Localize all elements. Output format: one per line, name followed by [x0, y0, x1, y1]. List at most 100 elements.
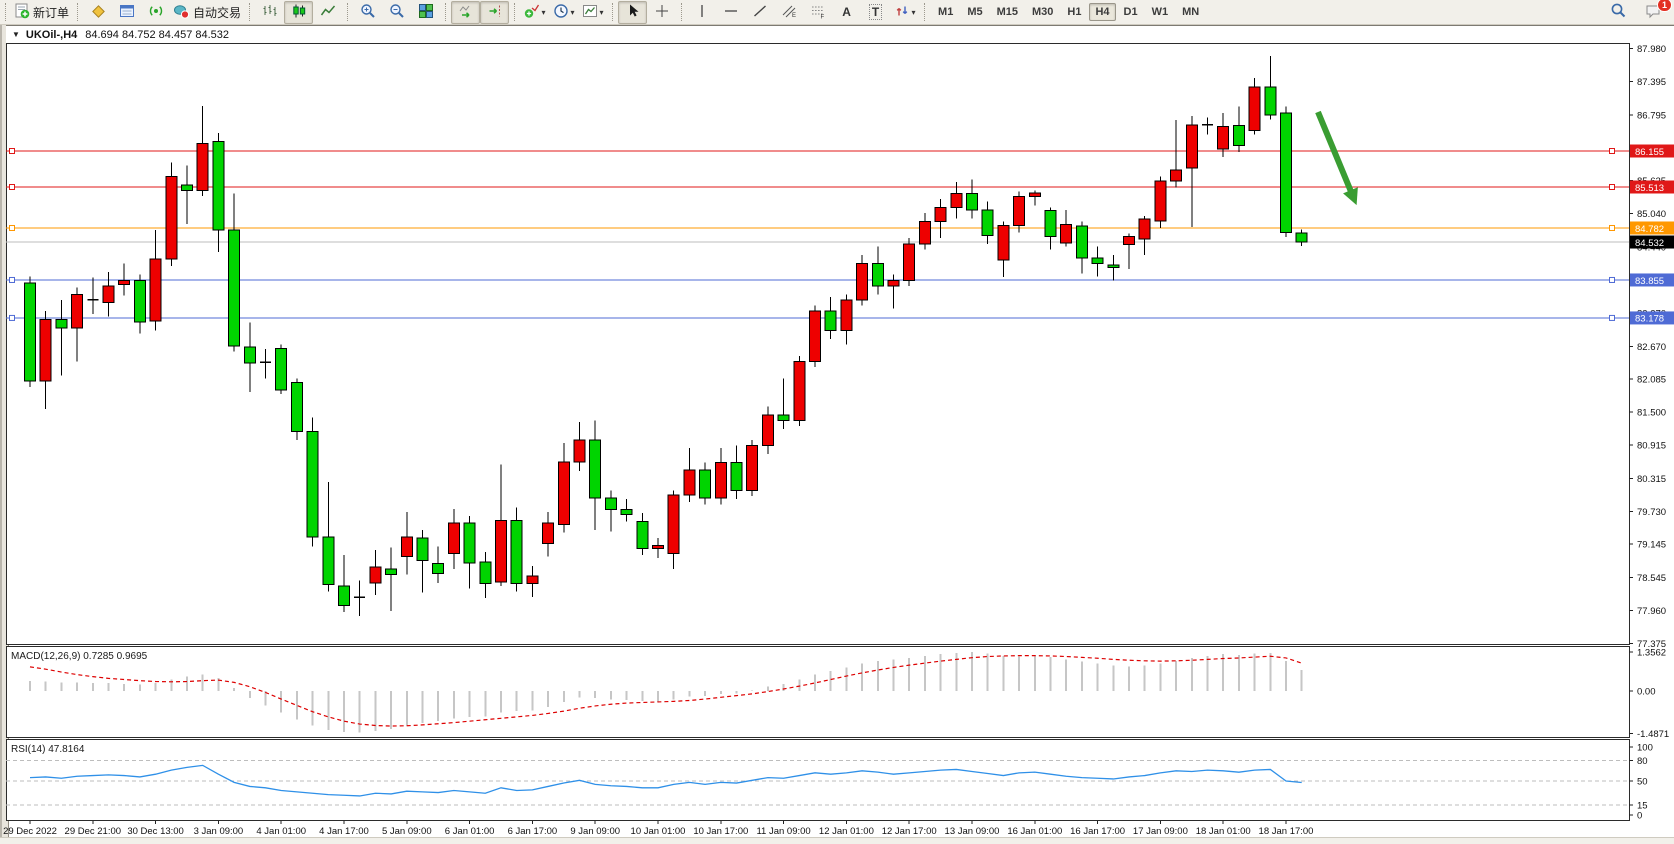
line-handle[interactable] [1609, 276, 1615, 283]
candle [824, 297, 837, 340]
price-tick-label: 77.960 [1637, 606, 1666, 617]
price-label-text: 83.855 [1635, 276, 1664, 287]
price-tick-label: 85.040 [1637, 209, 1666, 220]
rsi-panel[interactable] [6, 739, 1630, 821]
candle-body [1264, 86, 1277, 116]
price-tick-label: 78.545 [1637, 573, 1666, 584]
arrow-head-icon [1343, 187, 1358, 206]
candle-body [636, 520, 649, 549]
candle [699, 462, 712, 505]
signal-button[interactable] [141, 1, 170, 24]
candle [1217, 113, 1230, 157]
timeframe-button-W1[interactable]: W1 [1151, 6, 1169, 18]
candle [322, 482, 335, 592]
candle-body [181, 184, 193, 192]
candle-body [1280, 112, 1292, 234]
toolbar-separator [924, 3, 926, 21]
zoom-in-button[interactable] [353, 1, 382, 24]
time-tick-label: 30 Dec 13:00 [127, 826, 184, 837]
timeframe-button-D1[interactable]: D1 [1123, 6, 1138, 18]
channel-button[interactable]: E [774, 1, 803, 24]
candle-body [1107, 264, 1120, 268]
candle-body [432, 562, 445, 575]
candle [181, 165, 193, 225]
crosshair-button[interactable] [647, 1, 676, 24]
text-tool-button[interactable]: A [832, 1, 861, 24]
price-tick-label: 77.375 [1637, 639, 1666, 650]
time-tick-label: 29 Dec 21:00 [65, 826, 122, 837]
line-handle[interactable] [1609, 184, 1615, 191]
line-handle[interactable] [9, 184, 15, 191]
line-handle[interactable] [1609, 148, 1615, 154]
candle-body [71, 293, 84, 329]
candle [385, 547, 398, 612]
timeframe-button-MN[interactable]: MN [1182, 6, 1200, 18]
tile-windows-button[interactable] [411, 1, 440, 24]
vertical-line-button[interactable] [687, 1, 716, 24]
line-handle[interactable] [1609, 224, 1615, 231]
autotrading-button[interactable]: 自动交易 [170, 1, 244, 24]
bar-chart-button[interactable] [255, 1, 284, 24]
candle [542, 511, 555, 557]
templates-button[interactable]: ▾ [578, 1, 607, 24]
line-handle[interactable] [9, 314, 15, 321]
fibonacci-button[interactable]: F [803, 1, 832, 24]
toolbar-separator [77, 3, 79, 21]
rsi-label: RSI(14) 47.8164 [11, 744, 85, 755]
auto-scroll-button[interactable] [451, 0, 481, 24]
toolbar-right-group: 1 [1604, 0, 1672, 24]
timeframe-button-M15[interactable]: M15 [996, 6, 1018, 18]
candle-body [589, 439, 602, 499]
macd-panel[interactable] [6, 646, 1630, 738]
line-handle[interactable] [9, 276, 15, 283]
candle [1060, 210, 1073, 247]
market-watch-button[interactable] [83, 1, 112, 24]
candle [1013, 191, 1026, 233]
shapes-button[interactable]: ▾ [890, 1, 919, 24]
line-chart-button[interactable] [313, 1, 342, 24]
chart-shift-button[interactable] [480, 0, 510, 24]
toolbar-separator [612, 3, 614, 21]
new-order-button[interactable]: 新订单 [11, 1, 72, 24]
rsi-scale-label: 50 [1637, 777, 1648, 788]
time-tick-label: 3 Jan 09:00 [194, 826, 244, 837]
timeframe-button-M5[interactable]: M5 [967, 6, 983, 18]
candle [777, 378, 790, 429]
candle [981, 201, 994, 244]
data-window-button[interactable] [112, 1, 141, 24]
timeframe-button-H4[interactable]: H4 [1089, 3, 1116, 21]
periods-button[interactable]: ▾ [549, 1, 578, 24]
candle-body [1248, 86, 1261, 132]
line-handle[interactable] [9, 224, 15, 231]
line-handle[interactable] [9, 148, 15, 154]
chevron-down-icon: ▾ [570, 7, 575, 17]
price-tick-label: 82.085 [1637, 375, 1666, 386]
chevron-down-icon: ▾ [541, 7, 546, 17]
candle-body [667, 494, 680, 554]
label-tool-button[interactable]: T [861, 1, 890, 24]
timeframe-button-H1[interactable]: H1 [1067, 6, 1082, 18]
zoom-out-button[interactable] [382, 1, 411, 24]
candle-body [416, 537, 429, 562]
indicators-button[interactable]: ▾ [520, 1, 549, 24]
annotation-arrow[interactable] [1315, 110, 1358, 206]
chart-dropdown-icon[interactable]: ▼ [12, 30, 20, 39]
candlestick-chart-button[interactable] [284, 0, 314, 24]
trendline-button[interactable] [745, 1, 774, 24]
rsi-scale-label: 100 [1637, 743, 1653, 754]
candle [338, 555, 350, 613]
search-button[interactable] [1604, 1, 1633, 24]
timeframe-button-M1[interactable]: M1 [938, 6, 954, 18]
candle [1280, 106, 1292, 238]
line-handle[interactable] [1609, 314, 1615, 321]
cursor-button[interactable] [618, 0, 648, 24]
rsi-scale-label: 80 [1637, 756, 1648, 767]
candle [243, 322, 256, 392]
horizontal-line-button[interactable] [716, 1, 745, 24]
timeframe-button-M30[interactable]: M30 [1032, 6, 1054, 18]
chart-title-bar[interactable]: ▼ UKOil-,H4 84.694 84.752 84.457 84.532 [6, 25, 1674, 43]
candle-body [871, 262, 884, 287]
candle [667, 490, 680, 570]
notifications-button[interactable]: 1 [1639, 0, 1672, 24]
